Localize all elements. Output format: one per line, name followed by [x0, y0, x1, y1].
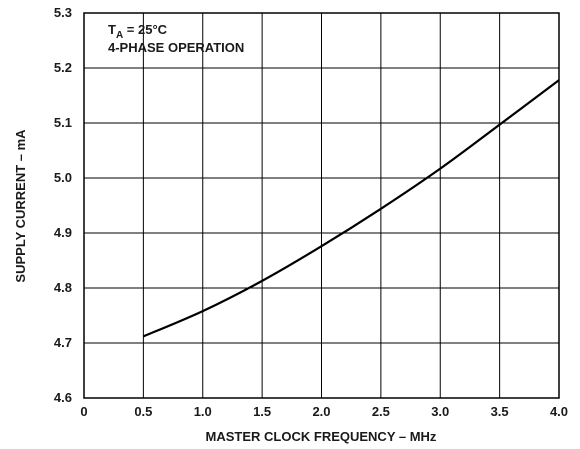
plot-frame — [83, 12, 560, 399]
y-tick-label: 5.1 — [54, 115, 72, 130]
y-tick-label: 4.9 — [54, 225, 72, 240]
temperature-annotation: TA = 25°C — [108, 22, 168, 41]
temp-symbol: T — [108, 22, 116, 37]
y-tick-label: 5.0 — [54, 170, 72, 185]
y-tick-label: 4.7 — [54, 335, 72, 350]
temp-subscript: A — [116, 30, 123, 41]
temp-value: = 25°C — [123, 22, 167, 37]
x-tick-label: 3.0 — [431, 404, 449, 419]
x-axis-label: MASTER CLOCK FREQUENCY – MHz — [206, 429, 437, 444]
x-tick-label: 0 — [80, 404, 87, 419]
x-tick-label: 4.0 — [550, 404, 568, 419]
x-tick-labels: 0 0.5 1.0 1.5 2.0 2.5 3.0 3.5 4.0 — [80, 404, 568, 419]
y-tick-label: 5.2 — [54, 60, 72, 75]
y-tick-label: 4.6 — [54, 390, 72, 405]
x-tick-label: 2.5 — [372, 404, 390, 419]
series-line — [142, 79, 560, 338]
y-tick-labels: 4.6 4.7 4.8 4.9 5.0 5.1 5.2 5.3 — [54, 5, 72, 405]
x-tick-label: 3.5 — [491, 404, 509, 419]
x-tick-label: 1.0 — [194, 404, 212, 419]
x-tick-label: 0.5 — [134, 404, 152, 419]
grid-lines — [83, 12, 560, 399]
mode-annotation: 4-PHASE OPERATION — [108, 40, 244, 55]
x-tick-label: 1.5 — [253, 404, 271, 419]
y-tick-label: 5.3 — [54, 5, 72, 20]
y-axis-label: SUPPLY CURRENT – mA — [13, 129, 28, 283]
x-tick-label: 2.0 — [312, 404, 330, 419]
y-tick-label: 4.8 — [54, 280, 72, 295]
